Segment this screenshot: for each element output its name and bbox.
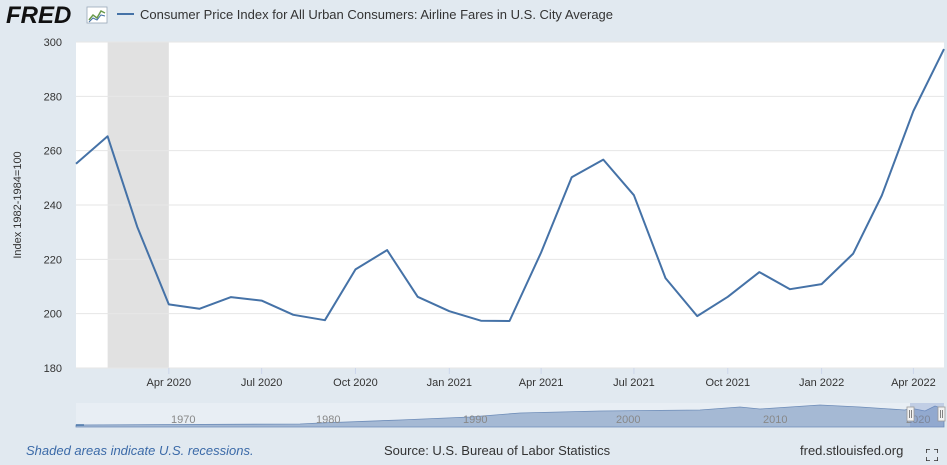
y-tick-label: 280 bbox=[44, 91, 62, 103]
fullscreen-icon[interactable] bbox=[926, 449, 938, 461]
site-link[interactable]: fred.stlouisfed.org bbox=[800, 443, 904, 458]
navigator-series-area bbox=[75, 404, 945, 428]
navigator-handle-icon[interactable] bbox=[937, 406, 946, 422]
series-line-airline-fares[interactable] bbox=[75, 48, 945, 322]
x-tick-label: Oct 2021 bbox=[705, 377, 750, 389]
navigator-year-label: 1980 bbox=[316, 414, 340, 426]
y-tick-label: 260 bbox=[44, 146, 62, 158]
navigator-year-label: 1970 bbox=[171, 414, 195, 426]
range-navigator[interactable]: 197019801990200020102020 bbox=[75, 403, 946, 428]
y-axis-label: Index 1982-1984=100 bbox=[12, 151, 24, 258]
y-tick-label: 180 bbox=[44, 363, 62, 375]
y-tick-label: 220 bbox=[44, 254, 62, 266]
fred-logo-text: FRED bbox=[6, 2, 71, 29]
x-tick-label: Jan 2021 bbox=[427, 377, 472, 389]
x-tick-label: Apr 2020 bbox=[146, 377, 191, 389]
y-tick-label: 240 bbox=[44, 200, 62, 212]
y-axis-tick-labels: 180 200 220 240 260 280 300 bbox=[44, 37, 62, 375]
legend[interactable]: Consumer Price Index for All Urban Consu… bbox=[117, 7, 613, 22]
fred-logo[interactable]: FRED bbox=[6, 2, 108, 29]
x-tick-label: Jul 2021 bbox=[613, 377, 655, 389]
legend-label: Consumer Price Index for All Urban Consu… bbox=[140, 7, 613, 22]
x-axis-tick-labels: Apr 2020 Jul 2020 Oct 2020 Jan 2021 Apr 2021… bbox=[146, 368, 936, 389]
fred-logo-chart-icon bbox=[86, 6, 108, 24]
x-tick-label: Jul 2020 bbox=[241, 377, 283, 389]
navigator-year-label: 2000 bbox=[616, 414, 640, 426]
navigator-year-labels: 197019801990200020102020 bbox=[171, 414, 930, 426]
x-tick-label: Apr 2021 bbox=[519, 377, 564, 389]
recession-note: Shaded areas indicate U.S. recessions. bbox=[26, 443, 254, 458]
navigator-year-label: 1990 bbox=[463, 414, 487, 426]
navigator-year-label: 2010 bbox=[763, 414, 787, 426]
x-tick-label: Apr 2022 bbox=[891, 377, 936, 389]
y-tick-label: 300 bbox=[44, 37, 62, 49]
source-credit: Source: U.S. Bureau of Labor Statistics bbox=[384, 443, 611, 458]
series-points bbox=[75, 49, 945, 322]
x-tick-label: Jan 2022 bbox=[799, 377, 844, 389]
x-tick-label: Oct 2020 bbox=[333, 377, 378, 389]
navigator-handle-icon[interactable] bbox=[906, 406, 915, 422]
grid-lines bbox=[76, 41, 944, 369]
y-tick-label: 200 bbox=[44, 309, 62, 321]
